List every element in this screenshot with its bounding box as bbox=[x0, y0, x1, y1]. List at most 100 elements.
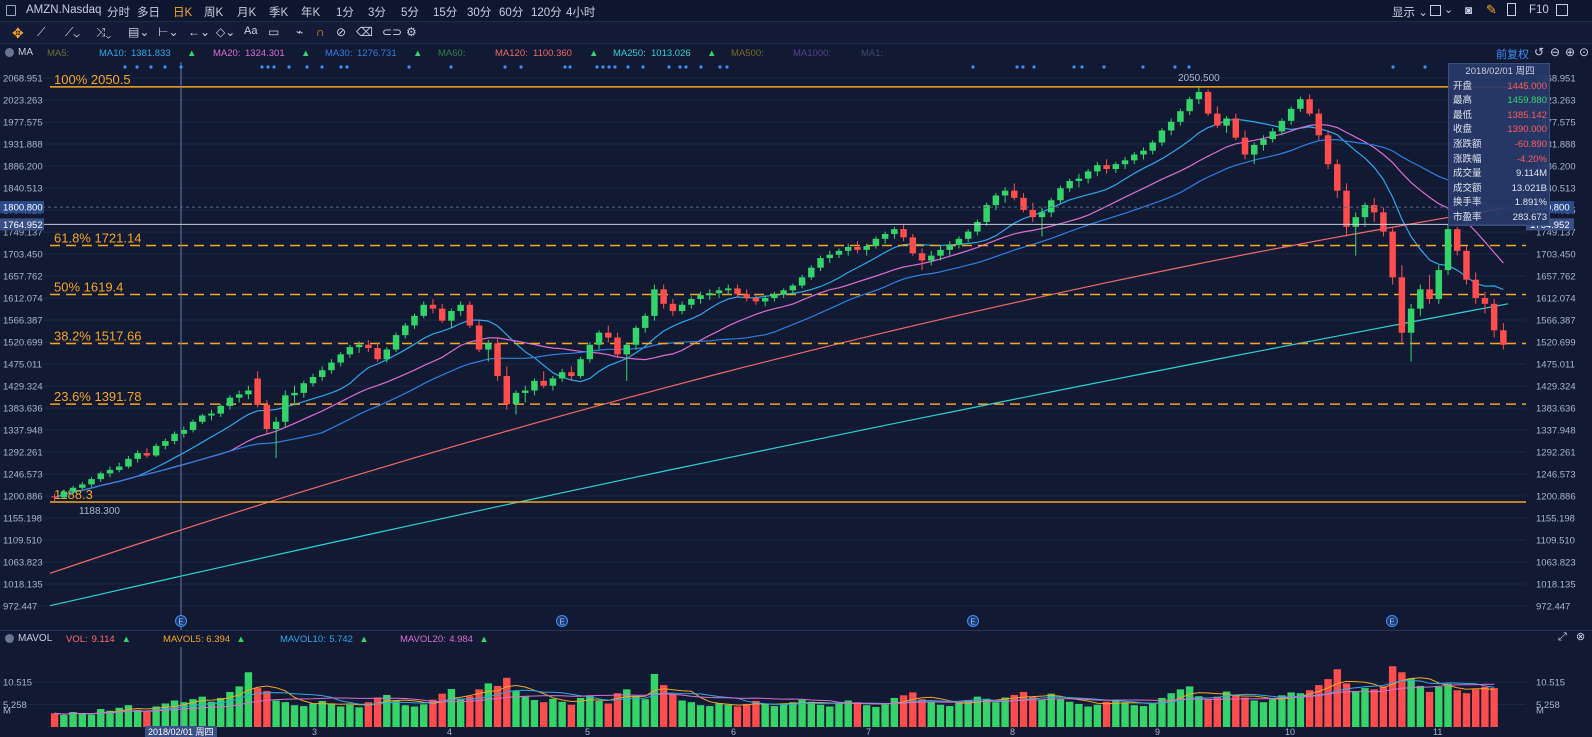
timeframe-tab-9[interactable]: 5分 bbox=[401, 7, 419, 19]
event-dot[interactable] bbox=[568, 65, 572, 69]
event-dot[interactable] bbox=[449, 65, 453, 69]
event-dot[interactable] bbox=[339, 65, 343, 69]
sidebar-toggle-icon[interactable] bbox=[6, 5, 16, 16]
text-tool-icon[interactable]: Aa bbox=[244, 25, 258, 37]
event-dot[interactable] bbox=[266, 65, 270, 69]
timeframe-tab-3[interactable]: 周K bbox=[204, 7, 224, 19]
timeframe-tab-6[interactable]: 年K bbox=[301, 7, 321, 19]
event-dot[interactable] bbox=[613, 65, 617, 69]
ma-item-name-2[interactable]: MA20: bbox=[213, 48, 241, 59]
panel-icon[interactable] bbox=[1556, 4, 1568, 16]
timeframe-tab-7[interactable]: 1分 bbox=[336, 7, 354, 19]
event-dot[interactable] bbox=[684, 65, 688, 69]
expand-icon[interactable]: ⤢ bbox=[1558, 631, 1567, 643]
delete-icon[interactable]: ⌫ bbox=[356, 25, 373, 39]
earnings-marker[interactable]: E bbox=[967, 615, 979, 627]
event-dot[interactable] bbox=[1173, 65, 1177, 69]
camera-icon[interactable]: ◙ bbox=[1465, 3, 1473, 17]
timeframe-tab-0[interactable]: 分时 bbox=[107, 7, 130, 19]
zoom-in-icon[interactable]: ⊕ bbox=[1565, 45, 1576, 59]
shape-tool-icon[interactable]: ◇⌄ bbox=[216, 25, 236, 39]
symbol-label[interactable]: AMZN.Nasdaq bbox=[26, 4, 102, 16]
comment-tool-icon[interactable]: ▭ bbox=[268, 25, 280, 39]
ma-item-name-6[interactable]: MA250: bbox=[613, 48, 646, 59]
event-dot[interactable] bbox=[123, 65, 127, 69]
dropdown-icon[interactable]: ⌄ bbox=[1444, 4, 1454, 16]
no-entry-icon[interactable]: ⊘ bbox=[336, 25, 347, 39]
volume-collapse-icon[interactable] bbox=[5, 634, 14, 643]
event-dot[interactable] bbox=[626, 65, 630, 69]
ma-item-name-8[interactable]: MA1000: bbox=[793, 48, 832, 59]
event-dot[interactable] bbox=[320, 65, 324, 69]
price-chart[interactable]: 100% 2050.5 61.8% 1721.14 50% 1619.4 38.2% … bbox=[0, 62, 1592, 630]
pencil-icon[interactable]: ✎ bbox=[1486, 2, 1497, 17]
magnet-icon[interactable]: ∩ bbox=[316, 25, 325, 39]
event-dot[interactable] bbox=[1391, 65, 1395, 69]
event-dot[interactable] bbox=[1021, 65, 1025, 69]
event-dot[interactable] bbox=[667, 65, 671, 69]
event-dot[interactable] bbox=[149, 65, 153, 69]
ma-item-name-1[interactable]: MA10: bbox=[99, 48, 127, 59]
ma-item-name-4[interactable]: MA60: bbox=[438, 48, 466, 59]
zoom-out-icon[interactable]: ⊖ bbox=[1550, 45, 1561, 59]
timeframe-tab-1[interactable]: 多日 bbox=[137, 7, 160, 19]
f10-button[interactable]: F10 bbox=[1529, 4, 1549, 16]
crosshair-icon[interactable]: ✥ bbox=[12, 25, 24, 41]
pane-separator[interactable] bbox=[0, 630, 1592, 631]
ma-item-name-7[interactable]: MA500: bbox=[731, 48, 764, 59]
event-dot[interactable] bbox=[563, 65, 567, 69]
event-dot[interactable] bbox=[1141, 65, 1145, 69]
event-dot[interactable] bbox=[1015, 65, 1019, 69]
link-icon[interactable]: ⊂⊃ bbox=[382, 25, 403, 39]
event-dot[interactable] bbox=[595, 65, 599, 69]
timeframe-tab-8[interactable]: 3分 bbox=[368, 7, 386, 19]
more-icon[interactable]: ⊙ bbox=[1579, 45, 1590, 59]
event-dot[interactable] bbox=[699, 65, 703, 69]
fuquan-button[interactable]: 前复权 bbox=[1496, 49, 1529, 61]
close-pane-icon[interactable]: ⊗ bbox=[1576, 631, 1586, 643]
timeframe-tab-2[interactable]: 日K bbox=[173, 7, 193, 19]
event-dot[interactable] bbox=[678, 65, 682, 69]
timeframe-tab-12[interactable]: 60分 bbox=[499, 7, 524, 19]
event-dot[interactable] bbox=[272, 65, 276, 69]
event-dot[interactable] bbox=[718, 65, 722, 69]
measure-tool-icon[interactable]: ⊢⌄ bbox=[158, 25, 179, 39]
event-dot[interactable] bbox=[345, 65, 349, 69]
earnings-marker[interactable]: E bbox=[556, 615, 568, 627]
event-dot[interactable] bbox=[725, 65, 729, 69]
channel-tool-icon[interactable]: ▤⌄ bbox=[128, 25, 150, 39]
event-dot[interactable] bbox=[1080, 65, 1084, 69]
polyline-tool-icon[interactable]: ⟋⌄ bbox=[65, 25, 80, 39]
ma-item-name-9[interactable]: MA1: bbox=[861, 48, 884, 59]
bookmark-icon[interactable] bbox=[1507, 3, 1516, 16]
earnings-marker[interactable]: E bbox=[175, 615, 187, 627]
event-dot[interactable] bbox=[260, 65, 264, 69]
checkbox-icon[interactable] bbox=[1430, 5, 1441, 16]
ma-item-name-3[interactable]: MA30: bbox=[325, 48, 353, 59]
timeframe-tab-14[interactable]: 4小时 bbox=[566, 7, 596, 19]
earnings-marker[interactable]: E bbox=[1386, 615, 1398, 627]
event-dot[interactable] bbox=[287, 65, 291, 69]
timeframe-tab-11[interactable]: 30分 bbox=[467, 7, 492, 19]
event-dot[interactable] bbox=[407, 65, 411, 69]
undo-icon[interactable]: ↺ bbox=[1534, 45, 1545, 59]
event-dot[interactable] bbox=[1072, 65, 1076, 69]
timeframe-tab-5[interactable]: 季K bbox=[269, 7, 289, 19]
event-dot[interactable] bbox=[601, 65, 605, 69]
event-dot[interactable] bbox=[179, 65, 183, 69]
settings-icon[interactable]: ⚙ bbox=[406, 25, 417, 39]
event-dot[interactable] bbox=[1187, 65, 1191, 69]
event-dot[interactable] bbox=[503, 65, 507, 69]
event-dot[interactable] bbox=[1102, 65, 1106, 69]
timeframe-tab-10[interactable]: 15分 bbox=[433, 7, 458, 19]
event-dot[interactable] bbox=[641, 65, 645, 69]
event-dot[interactable] bbox=[305, 65, 309, 69]
event-dot[interactable] bbox=[607, 65, 611, 69]
timeframe-tab-13[interactable]: 120分 bbox=[531, 7, 562, 19]
multi-line-tool-icon[interactable]: ⤨⌄ bbox=[96, 25, 112, 39]
event-dot[interactable] bbox=[135, 65, 139, 69]
event-dot[interactable] bbox=[163, 65, 167, 69]
ma-item-name-0[interactable]: MA5: bbox=[47, 48, 70, 59]
timeframe-tab-4[interactable]: 月K bbox=[237, 7, 257, 19]
collapse-icon[interactable] bbox=[5, 48, 14, 57]
